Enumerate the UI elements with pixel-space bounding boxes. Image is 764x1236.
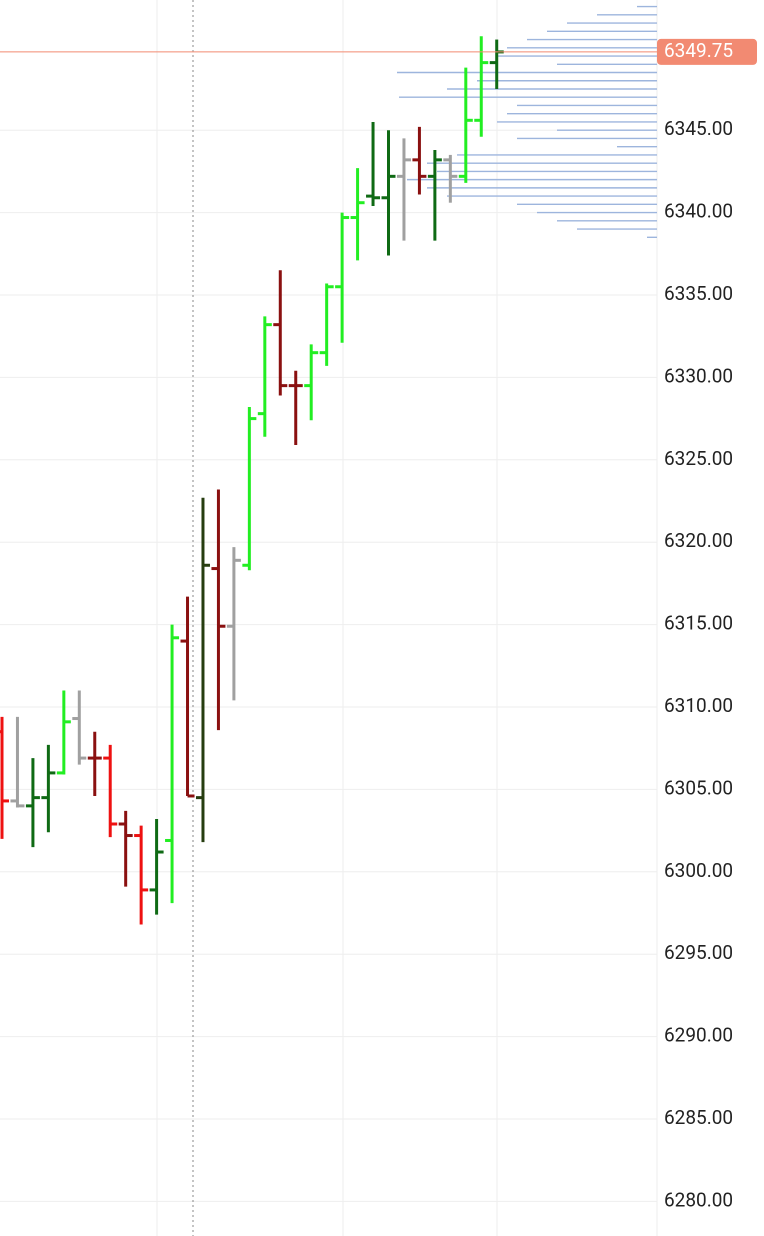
y-tick-label: 6290.00 (664, 1024, 733, 1047)
ohlc-bar (273, 270, 288, 396)
y-tick-label: 6300.00 (664, 859, 733, 882)
y-tick-label: 6340.00 (664, 200, 733, 223)
ohlc-bar (103, 744, 118, 838)
y-tick-label: 6315.00 (664, 612, 733, 635)
ohlc-bar (149, 819, 164, 915)
ohlc-bar (489, 39, 504, 89)
ohlc-bar (211, 489, 226, 731)
volume-profile (397, 5, 657, 239)
grid (0, 0, 658, 1236)
ohlc-bar (87, 731, 102, 796)
y-tick-label: 6335.00 (664, 282, 733, 305)
last-price: 6349.75 (0, 38, 757, 65)
ohlc-bar (257, 316, 272, 437)
y-tick-label: 6285.00 (664, 1106, 733, 1129)
ohlc-bar (458, 67, 473, 183)
y-tick-label: 6320.00 (664, 529, 733, 552)
y-tick-label: 6325.00 (664, 447, 733, 470)
ohlc-bar (195, 497, 210, 843)
ohlc-bar (10, 716, 25, 808)
last-price-box (657, 38, 757, 65)
y-tick-label: 6305.00 (664, 776, 733, 799)
last-price-label: 6349.75 (664, 39, 733, 62)
ohlc-bar (118, 810, 133, 887)
ohlc-bar (180, 596, 195, 798)
ohlc-bar (41, 744, 56, 833)
ohlc-bar (165, 624, 180, 904)
ohlc-bar (412, 126, 427, 195)
ohlc-bar (474, 36, 489, 137)
y-tick-label: 6310.00 (664, 694, 733, 717)
ohlc-bar (366, 121, 381, 206)
ohlc-bar (335, 212, 350, 343)
ohlc-bar (72, 690, 87, 765)
ohlc-bar (319, 283, 334, 366)
ohlc-bar (304, 344, 319, 421)
bars (0, 36, 504, 925)
ohlc-bar (226, 547, 241, 701)
y-tick-label: 6280.00 (664, 1188, 733, 1211)
ohlc-bar (396, 138, 411, 241)
y-tick-label: 6345.00 (664, 117, 733, 140)
ohlc-bar (350, 168, 365, 261)
ohlc-bar (288, 370, 303, 445)
ohlc-bar (134, 825, 149, 925)
ohlc-bar (381, 130, 396, 256)
y-axis: 6280.00 6285.00 6290.00 6295.00 6300.00 6305.… (664, 117, 733, 1211)
y-tick-label: 6330.00 (664, 364, 733, 387)
ohlc-bar (0, 716, 9, 839)
ohlc-bar (427, 149, 442, 241)
y-tick-label: 6295.00 (664, 941, 733, 964)
ohlc-bar (242, 407, 257, 571)
ohlc-bar (443, 154, 458, 203)
ohlc-bar (56, 690, 71, 775)
ohlc-bar (25, 758, 40, 848)
